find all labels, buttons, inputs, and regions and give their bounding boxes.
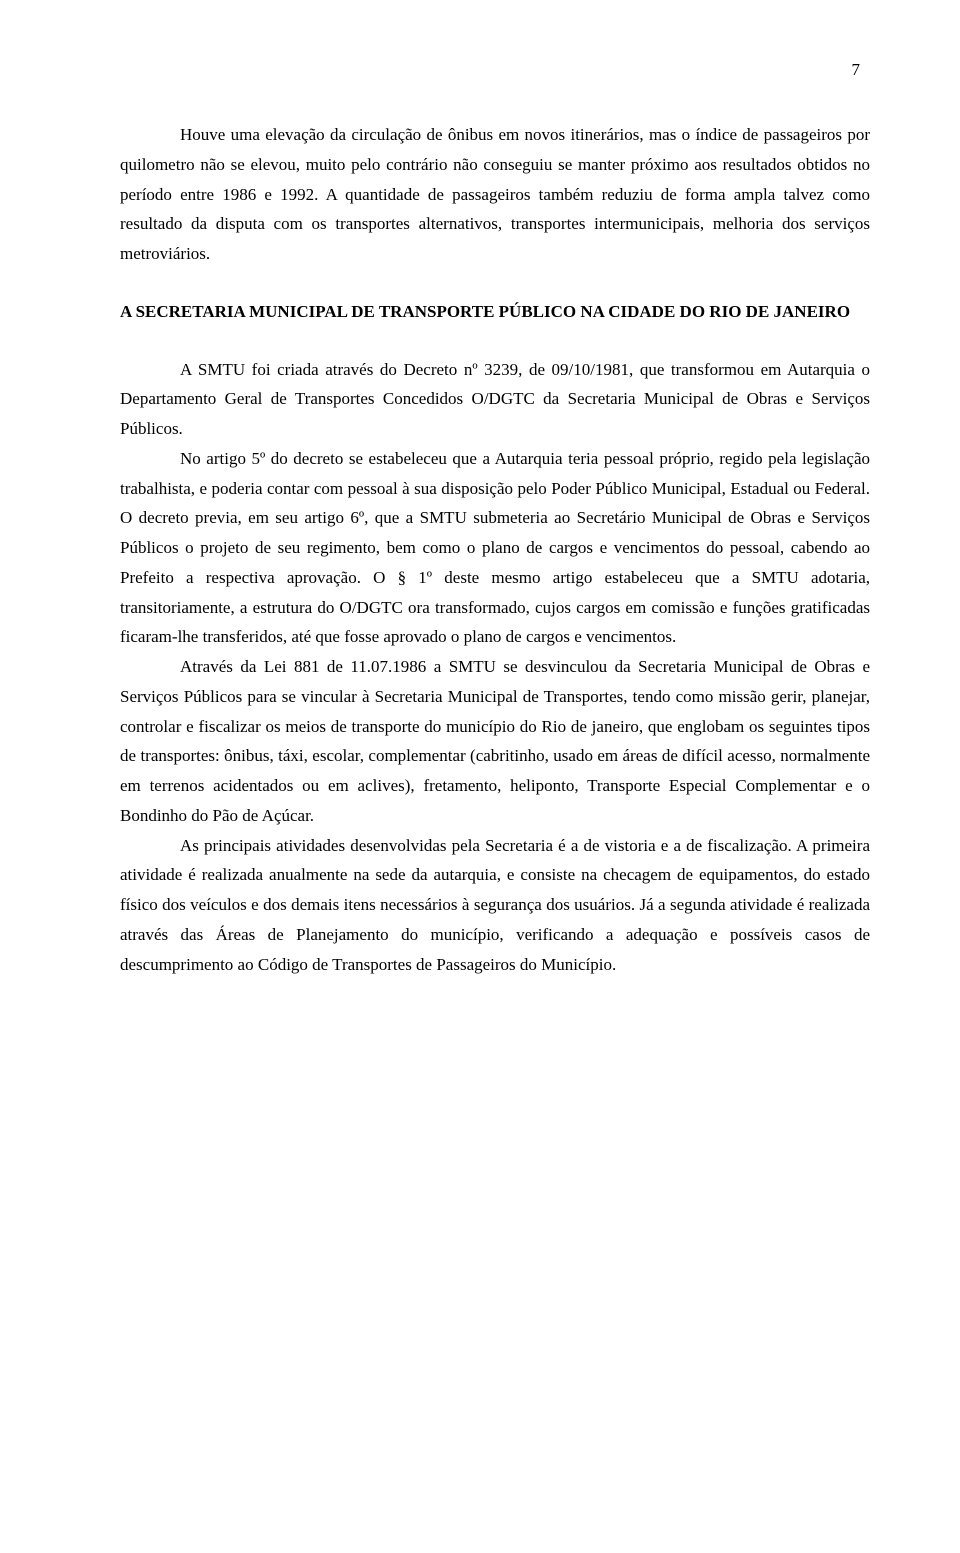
paragraph-body-1: A SMTU foi criada através do Decreto nº … [120, 355, 870, 444]
paragraph-body-4: As principais atividades desenvolvidas p… [120, 831, 870, 980]
section-heading: A SECRETARIA MUNICIPAL DE TRANSPORTE PÚB… [120, 297, 870, 327]
paragraph-body-2: No artigo 5º do decreto se estabeleceu q… [120, 444, 870, 652]
paragraph-body-3: Através da Lei 881 de 11.07.1986 a SMTU … [120, 652, 870, 831]
page-number: 7 [120, 60, 870, 80]
paragraph-intro: Houve uma elevação da circulação de ônib… [120, 120, 870, 269]
